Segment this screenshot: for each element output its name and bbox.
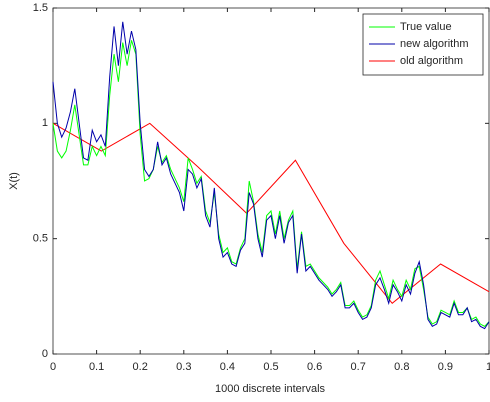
x-tick-label: 0.2 bbox=[133, 361, 148, 373]
x-tick-label: 0.1 bbox=[89, 361, 104, 373]
x-tick-label: 0.6 bbox=[307, 361, 322, 373]
x-tick-label: 1 bbox=[486, 361, 490, 373]
x-tick-label: 0.8 bbox=[394, 361, 409, 373]
y-tick-label: 1 bbox=[42, 117, 48, 129]
x-tick-label: 0.3 bbox=[176, 361, 191, 373]
y-tick-label: 1.5 bbox=[33, 2, 48, 14]
x-tick-label: 0.4 bbox=[220, 361, 235, 373]
x-tick-label: 0.5 bbox=[263, 361, 278, 373]
series-line bbox=[52, 40, 490, 327]
old-line bbox=[52, 122, 490, 304]
x-axis-label: 1000 discrete intervals bbox=[215, 383, 326, 395]
legend-label: new algorithm bbox=[400, 38, 468, 50]
series-line bbox=[52, 21, 490, 330]
y-tick-label: 0 bbox=[42, 348, 48, 360]
x-tick-label: 0.9 bbox=[438, 361, 453, 373]
legend-label: True value bbox=[400, 21, 452, 33]
x-tick-label: 0.7 bbox=[351, 361, 366, 373]
x-tick-label: 0 bbox=[50, 361, 56, 373]
y-tick-label: 0.5 bbox=[33, 233, 48, 245]
legend-label: old algorithm bbox=[400, 55, 463, 67]
y-axis-label: X(t) bbox=[8, 172, 20, 190]
